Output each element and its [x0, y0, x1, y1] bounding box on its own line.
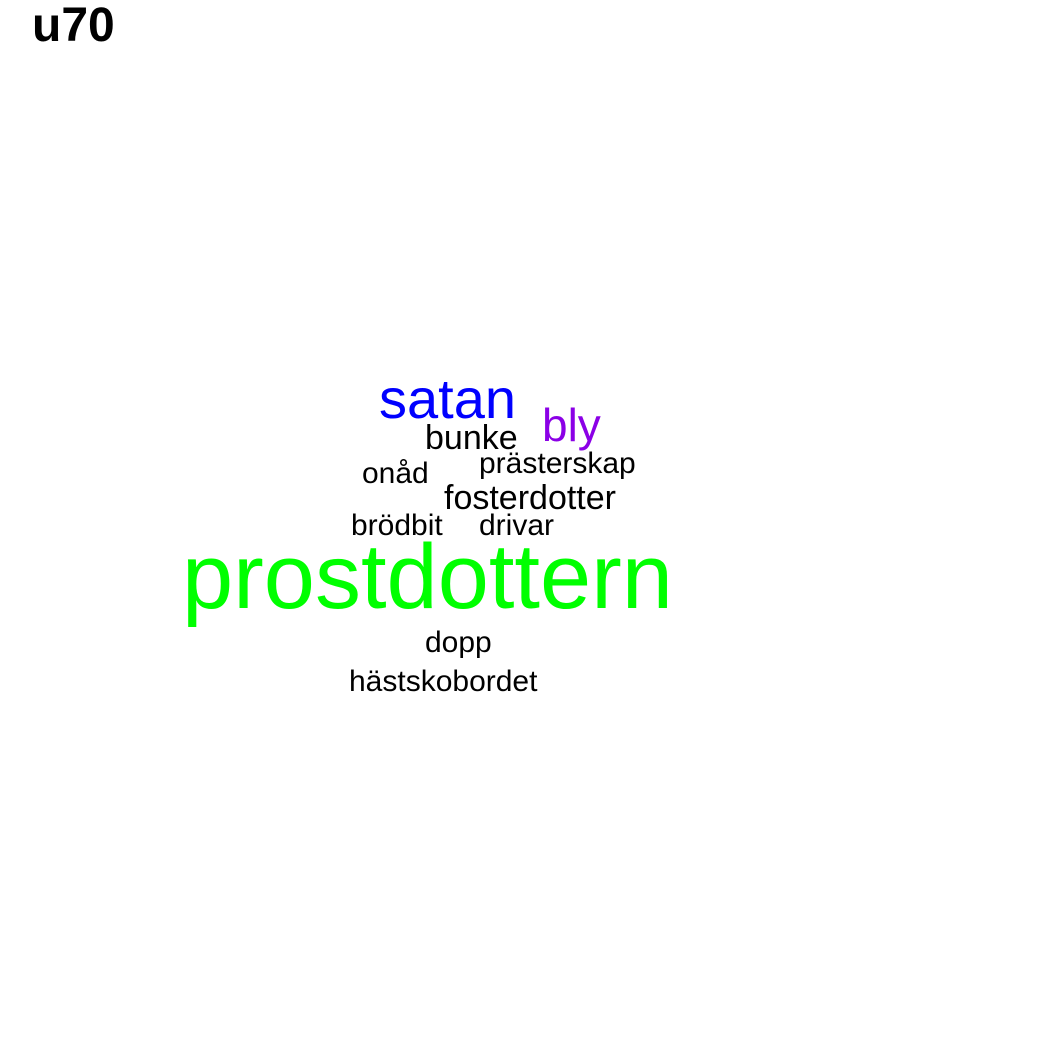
cloud-word-drivar: drivar	[479, 509, 555, 542]
cloud-word-hastskobordet: hästskobordet	[349, 665, 538, 698]
page-title: u70	[32, 0, 115, 52]
cloud-word-bunke: bunke	[425, 419, 518, 457]
cloud-word-bly: bly	[542, 399, 601, 451]
cloud-word-prostdottern: prostdottern	[182, 526, 673, 628]
cloud-word-prasterskap: prästerskap	[479, 447, 636, 480]
cloud-word-dopp: dopp	[425, 626, 492, 659]
cloud-word-onad: onåd	[362, 457, 429, 490]
cloud-word-brodbit: brödbit	[351, 509, 443, 542]
cloud-word-satan: satan	[379, 367, 516, 430]
cloud-word-fosterdotter: fosterdotter	[444, 479, 616, 517]
